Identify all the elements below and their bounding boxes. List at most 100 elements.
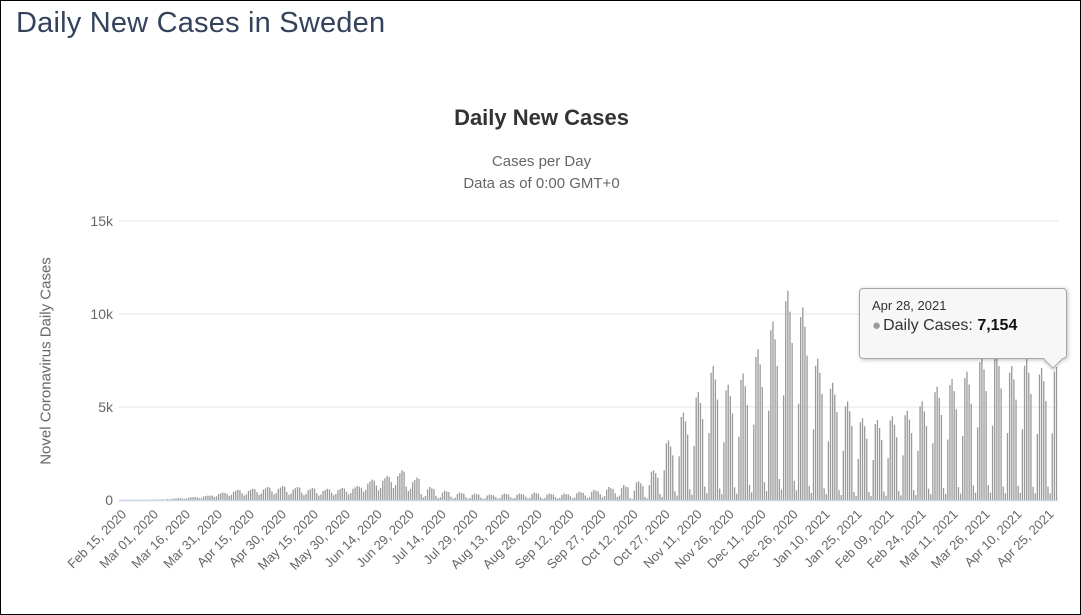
bar[interactable] [441, 492, 444, 500]
bar[interactable] [390, 482, 392, 500]
bar[interactable] [974, 492, 977, 500]
bar[interactable] [701, 419, 704, 500]
bar[interactable] [729, 396, 731, 500]
bar[interactable] [652, 470, 655, 500]
bar[interactable] [612, 488, 614, 500]
bar[interactable] [753, 424, 755, 500]
bar[interactable] [962, 435, 964, 500]
bar[interactable] [284, 486, 286, 500]
bar[interactable] [861, 418, 864, 500]
bar[interactable] [194, 497, 196, 500]
bar[interactable] [825, 494, 827, 500]
bar[interactable] [269, 487, 271, 500]
bar[interactable] [772, 321, 774, 500]
bar[interactable] [891, 416, 894, 500]
bar[interactable] [746, 405, 749, 500]
bar[interactable] [196, 497, 198, 500]
bar[interactable] [188, 497, 190, 500]
bar[interactable] [288, 494, 290, 500]
bar[interactable] [708, 433, 710, 500]
bar[interactable] [249, 489, 252, 500]
bar[interactable] [252, 488, 254, 500]
bar[interactable] [633, 490, 636, 500]
bar[interactable] [318, 495, 320, 500]
bar[interactable] [162, 499, 164, 500]
bar[interactable] [1038, 374, 1041, 500]
bar[interactable] [377, 490, 380, 500]
bar[interactable] [927, 488, 930, 500]
bar[interactable] [853, 491, 855, 500]
bar[interactable] [859, 422, 862, 500]
bar[interactable] [823, 488, 825, 500]
bar[interactable] [968, 384, 970, 500]
bar[interactable] [411, 482, 414, 500]
bar[interactable] [367, 483, 369, 500]
bar[interactable] [1002, 486, 1004, 500]
bar[interactable] [819, 372, 821, 500]
bar[interactable] [610, 488, 612, 500]
bar[interactable] [791, 343, 793, 500]
bar[interactable] [644, 497, 646, 500]
bar[interactable] [537, 493, 540, 500]
bar[interactable] [556, 498, 559, 500]
bar[interactable] [915, 495, 917, 500]
bar[interactable] [776, 366, 778, 500]
bar[interactable] [311, 487, 314, 500]
bar[interactable] [205, 495, 207, 500]
bar[interactable] [1040, 367, 1043, 500]
bar[interactable] [955, 409, 957, 500]
bar[interactable] [333, 495, 335, 500]
bar[interactable] [171, 499, 173, 500]
bar[interactable] [584, 495, 586, 500]
bar[interactable] [614, 493, 616, 500]
bar[interactable] [241, 493, 243, 500]
bar[interactable] [429, 486, 431, 500]
bar[interactable] [518, 493, 520, 500]
bar[interactable] [512, 498, 514, 501]
bar[interactable] [721, 494, 723, 500]
bar[interactable] [247, 490, 250, 500]
bar[interactable] [808, 485, 810, 500]
bar[interactable] [966, 371, 968, 500]
bar[interactable] [384, 478, 386, 500]
bar[interactable] [889, 420, 891, 500]
bar[interactable] [339, 489, 341, 500]
bar[interactable] [211, 495, 213, 500]
bar[interactable] [712, 366, 714, 500]
bar[interactable] [275, 493, 277, 500]
bar[interactable] [710, 372, 712, 500]
bar[interactable] [192, 497, 194, 500]
bar[interactable] [507, 494, 510, 500]
bar[interactable] [522, 494, 525, 500]
bar[interactable] [908, 419, 911, 500]
bar[interactable] [1000, 388, 1002, 500]
bar[interactable] [544, 497, 546, 500]
bar[interactable] [1019, 492, 1021, 500]
bar[interactable] [399, 473, 401, 500]
bar[interactable] [258, 494, 260, 500]
bar[interactable] [232, 491, 235, 500]
bar[interactable] [183, 498, 186, 500]
bar[interactable] [198, 498, 201, 500]
bar[interactable] [1047, 486, 1049, 500]
bar[interactable] [354, 487, 356, 500]
bar[interactable] [256, 492, 258, 500]
bar[interactable] [667, 440, 670, 500]
bar[interactable] [298, 487, 301, 500]
bar[interactable] [535, 493, 537, 500]
bar[interactable] [490, 494, 493, 500]
bar[interactable] [546, 494, 548, 500]
bar[interactable] [580, 492, 582, 500]
bar[interactable] [492, 495, 495, 500]
bar[interactable] [748, 484, 751, 500]
bar[interactable] [691, 494, 693, 500]
bar[interactable] [983, 369, 985, 500]
bar[interactable] [262, 489, 265, 500]
bar[interactable] [220, 493, 222, 500]
bar[interactable] [181, 498, 184, 500]
bar[interactable] [676, 495, 678, 500]
bar[interactable] [605, 489, 608, 500]
bar[interactable] [640, 483, 642, 500]
bar[interactable] [209, 495, 211, 500]
bar[interactable] [1053, 371, 1056, 500]
